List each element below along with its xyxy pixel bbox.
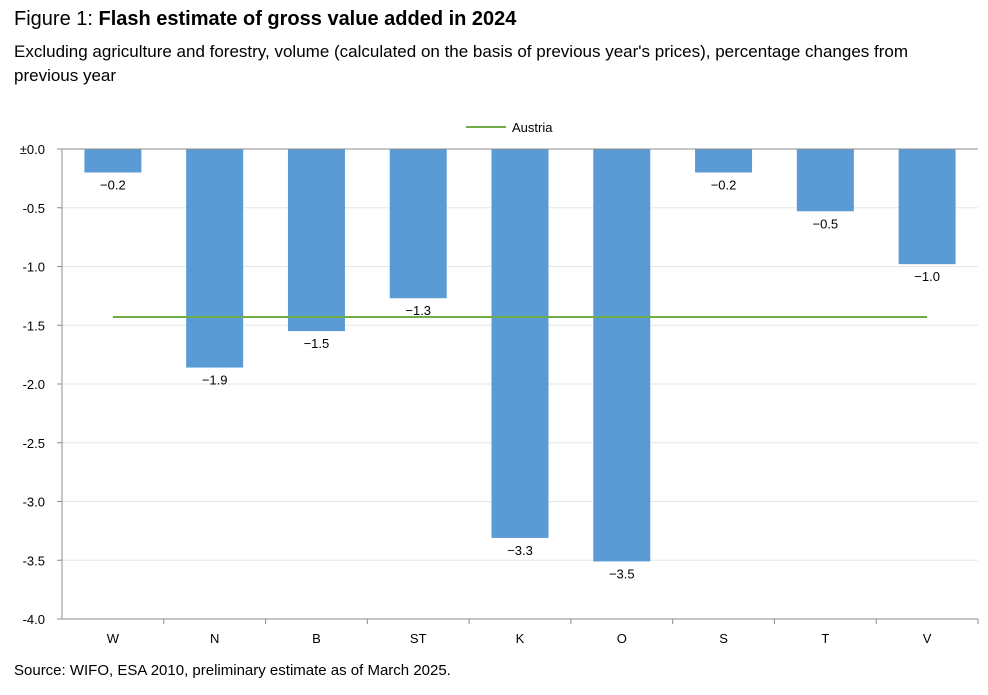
axes: ±0.0 -0.5 -1.0 -1.5 -2.0 -2.5 -3.0 -3.5 -4.0 W N B S…	[20, 142, 979, 646]
bar-k	[491, 149, 549, 538]
y-tick-label: -1.5	[23, 318, 45, 333]
x-tick-label: T	[821, 631, 829, 646]
legend-label: Austria	[512, 120, 553, 135]
bar-b	[287, 149, 345, 332]
bar-s	[695, 149, 753, 173]
source-note: Source: WIFO, ESA 2010, preliminary esti…	[14, 662, 451, 679]
data-label: −1.3	[405, 303, 431, 318]
chart-title: Figure 1: Flash estimate of gross value …	[14, 8, 516, 31]
y-tick-label: -2.0	[23, 377, 45, 392]
data-labels: −0.2 −1.9 −1.5 −1.3 −3.3 −3.5 −0.2 −0.5 −1.0	[100, 178, 940, 582]
figure-title-text: Flash estimate of gross value added in 2…	[98, 8, 517, 30]
bars	[84, 149, 956, 562]
bar-w	[84, 149, 142, 173]
bar-o	[593, 149, 651, 562]
figure-prefix: Figure 1:	[14, 8, 99, 30]
x-tick-label: W	[107, 631, 120, 646]
data-label: −0.2	[100, 178, 126, 193]
data-label: −3.3	[507, 543, 533, 558]
x-tick-label: S	[719, 631, 728, 646]
data-label: −0.5	[812, 216, 838, 231]
data-label: −1.0	[914, 269, 940, 284]
x-tick-label: B	[312, 631, 321, 646]
y-tick-label: -3.0	[23, 495, 45, 510]
x-tick-label: ST	[410, 631, 427, 646]
bar-t	[796, 149, 854, 212]
y-tick-label: -1.0	[23, 260, 45, 275]
data-label: −1.9	[202, 373, 228, 388]
y-tick-label: -3.5	[23, 553, 45, 568]
bar-v	[898, 149, 956, 265]
x-tick-label: V	[923, 631, 932, 646]
y-tick-label: ±0.0	[20, 142, 45, 157]
chart-subtitle: Excluding agriculture and forestry, volu…	[14, 42, 908, 85]
x-tick-label: K	[516, 631, 525, 646]
y-tick-label: -2.5	[23, 436, 45, 451]
data-label: −1.5	[304, 336, 330, 351]
x-tick-label: N	[210, 631, 219, 646]
y-tick-label: -4.0	[23, 612, 45, 627]
bar-st	[389, 149, 447, 299]
x-tick-label: O	[617, 631, 627, 646]
data-label: −3.5	[609, 566, 635, 581]
legend: Austria	[466, 120, 553, 135]
y-tick-label: -0.5	[23, 201, 45, 216]
data-label: −0.2	[711, 178, 737, 193]
bar-n	[186, 149, 244, 368]
